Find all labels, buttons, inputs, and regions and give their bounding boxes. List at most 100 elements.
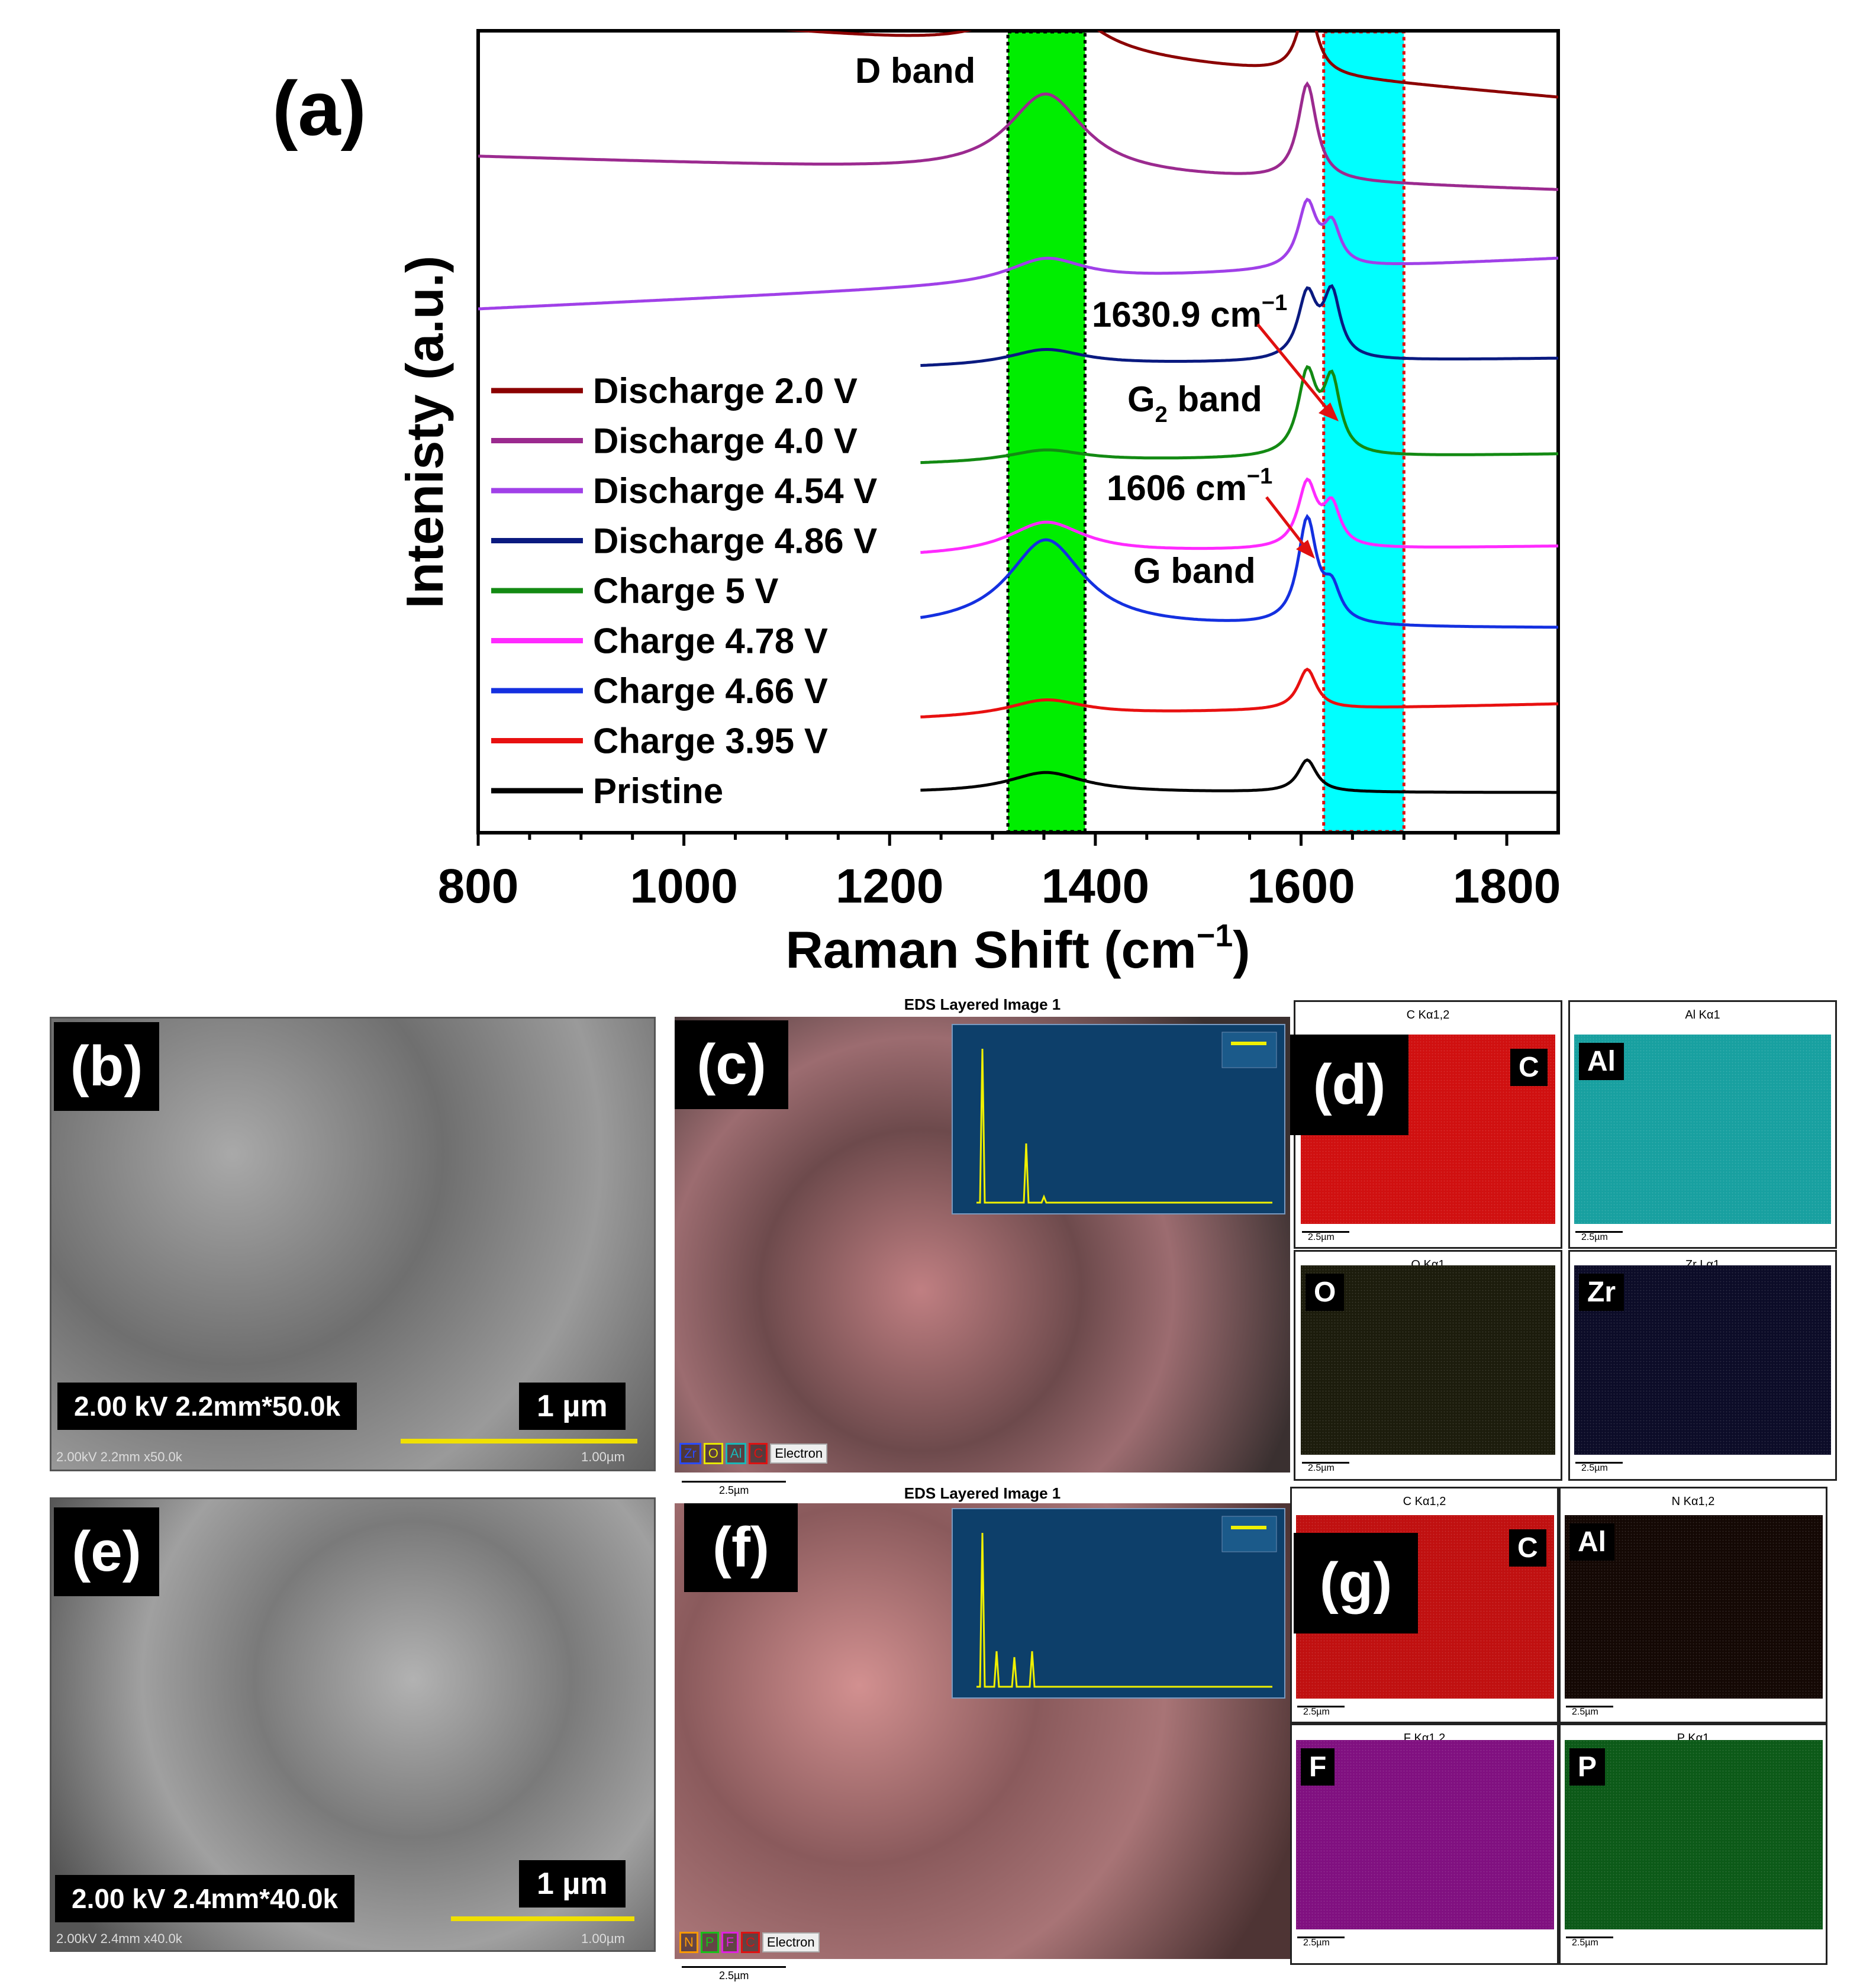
x-axis-label: Raman Shift (cm−1)	[785, 918, 1250, 979]
g-arrowhead	[1296, 540, 1315, 559]
map-scale-bar-g-2	[1297, 1937, 1345, 1938]
panel-label-f: (f)	[684, 1503, 798, 1592]
legend-label-2: Discharge 4.54 V	[593, 471, 877, 511]
map-element-label-g-3: P	[1569, 1748, 1606, 1786]
x-tick-label-2: 1200	[836, 859, 943, 913]
map-scale-bar-g-1	[1566, 1706, 1613, 1707]
raman-chart: 800 1000 1200 1400 1600 1800 Discharge 2.0 VD…	[272, 29, 1561, 979]
d-band-label: D band	[855, 51, 975, 91]
map-scale-bar-d-1	[1575, 1231, 1623, 1233]
eds-legend-item-2: Al	[725, 1443, 747, 1464]
scale-label-c: 2.5µm	[719, 1484, 749, 1496]
series-line-4	[920, 365, 1558, 465]
eds-legend-item-0: N	[679, 1932, 698, 1953]
eds-spectrum-f-plot	[976, 1516, 1277, 1688]
series-line-1	[478, 81, 1558, 191]
legend-label-8: Pristine	[593, 771, 723, 811]
map-element-label-g-1: Al	[1569, 1523, 1614, 1561]
map-scale-label-d-2: 2.5µm	[1308, 1463, 1335, 1473]
eds-legend-f: N P F C Electron	[679, 1931, 820, 1954]
map-scale-label-g-3: 2.5µm	[1572, 1938, 1598, 1948]
sem-image-e: (e) 2.00 kV 2.4mm*40.0k 1 µm 2.00kV 2.4m…	[50, 1497, 656, 1952]
x-axis-label-close: )	[1233, 920, 1250, 979]
series-line-7	[920, 667, 1558, 718]
map-element-label-d-0: C	[1510, 1049, 1548, 1086]
series-line-2	[478, 197, 1558, 311]
x-tick-label-0: 800	[438, 859, 519, 913]
y-axis-label: Intenisty (a.u.)	[395, 256, 454, 609]
sem-footer-scale-b: 1.00µm	[581, 1449, 625, 1464]
eds-title-c: EDS Layered Image 1	[904, 995, 1061, 1013]
sem-info-b: 2.00 kV 2.2mm*50.0k	[57, 1383, 357, 1430]
map-scale-label-g-2: 2.5µm	[1303, 1938, 1330, 1948]
map-title-g-1: N Kα1,2	[1671, 1495, 1715, 1508]
scale-label-e: 1 µm	[519, 1860, 626, 1908]
scale-bar-e	[451, 1916, 634, 1921]
map-scale-bar-g-3	[1566, 1937, 1613, 1938]
eds-legend-item-3: C	[741, 1932, 760, 1953]
g-band-region	[1322, 30, 1406, 833]
g-band-label: G band	[1133, 551, 1256, 591]
map-title-g-0: C Kα1,2	[1403, 1495, 1446, 1508]
g-arrow	[1265, 496, 1309, 552]
map-title-d-1: Al Kα1	[1685, 1009, 1720, 1022]
eds-legend-item-2: F	[721, 1932, 739, 1953]
scale-label-b: 1 µm	[519, 1383, 626, 1430]
x-axis-label-sup: −1	[1197, 918, 1233, 953]
element-map-g-2	[1296, 1740, 1554, 1929]
legend-label-4: Charge 5 V	[593, 571, 778, 611]
element-map-d-2	[1301, 1265, 1555, 1455]
panel-label-g: (g)	[1294, 1533, 1418, 1633]
element-map-d-1	[1574, 1035, 1831, 1224]
sem-info-e: 2.00 kV 2.4mm*40.0k	[55, 1875, 355, 1922]
map-element-label-g-0: C	[1509, 1529, 1546, 1567]
map-scale-label-g-0: 2.5µm	[1303, 1707, 1330, 1717]
eds-image-f: (f) N P F C Electron	[675, 1503, 1290, 1959]
map-scale-bar-d-0	[1302, 1231, 1349, 1233]
map-scale-label-d-3: 2.5µm	[1581, 1463, 1608, 1473]
d-band-region	[1006, 30, 1087, 833]
map-element-label-g-2: F	[1301, 1748, 1335, 1786]
series-line-0	[782, 31, 1558, 99]
series-line-5	[920, 477, 1558, 554]
panel-label-c: (c)	[675, 1020, 788, 1109]
scale-label-f: 2.5µm	[719, 1970, 749, 1981]
map-scale-bar-d-2	[1302, 1462, 1349, 1464]
x-axis-ticks: 800 1000 1200 1400 1600 1800	[438, 833, 1561, 913]
eds-legend-item-1: O	[703, 1443, 723, 1464]
eds-legend-electron: Electron	[762, 1932, 820, 1952]
eds-spectrum-f	[952, 1508, 1285, 1699]
sem-footer-b: 2.00kV 2.2mm x50.0k	[56, 1449, 182, 1464]
eds-legend-item-1: P	[700, 1932, 719, 1953]
map-scale-bar-d-3	[1575, 1462, 1623, 1464]
eds-spectrum-c-plot	[976, 1032, 1277, 1204]
map-element-label-d-2: O	[1306, 1274, 1345, 1311]
legend-label-6: Charge 4.66 V	[593, 671, 828, 711]
x-tick-label-5: 1800	[1453, 859, 1561, 913]
panel-label-a: (a)	[272, 65, 366, 152]
map-element-label-d-1: Al	[1579, 1043, 1624, 1080]
scale-bar-b	[401, 1439, 637, 1444]
x-tick-label-4: 1600	[1247, 859, 1355, 913]
eds-image-c: (c) Zr O Al C Electron	[675, 1017, 1290, 1473]
scale-bar-f	[682, 1966, 786, 1968]
legend-label-7: Charge 3.95 V	[593, 721, 828, 761]
map-scale-label-d-0: 2.5µm	[1308, 1232, 1335, 1242]
legend-label-0: Discharge 2.0 V	[593, 371, 858, 411]
eds-legend-item-0: Zr	[679, 1443, 701, 1464]
eds-title-f: EDS Layered Image 1	[904, 1484, 1061, 1502]
series-curves	[478, 31, 1558, 794]
g2-arrowhead	[1319, 402, 1339, 421]
element-map-g-3	[1565, 1740, 1823, 1929]
legend-label-5: Charge 4.78 V	[593, 621, 828, 661]
eds-legend-c: Zr O Al C Electron	[679, 1442, 828, 1465]
x-tick-label-3: 1400	[1042, 859, 1149, 913]
map-scale-bar-g-0	[1297, 1706, 1345, 1707]
series-line-3	[920, 284, 1558, 367]
g2-arrow	[1256, 323, 1333, 415]
series-line-8	[920, 758, 1558, 794]
map-title-d-0: C Kα1,2	[1406, 1009, 1450, 1022]
eds-spectrum-c	[952, 1024, 1285, 1214]
plot-frame	[476, 29, 1560, 834]
g2-peak-label: 1630.9 cm−1	[1092, 291, 1287, 334]
